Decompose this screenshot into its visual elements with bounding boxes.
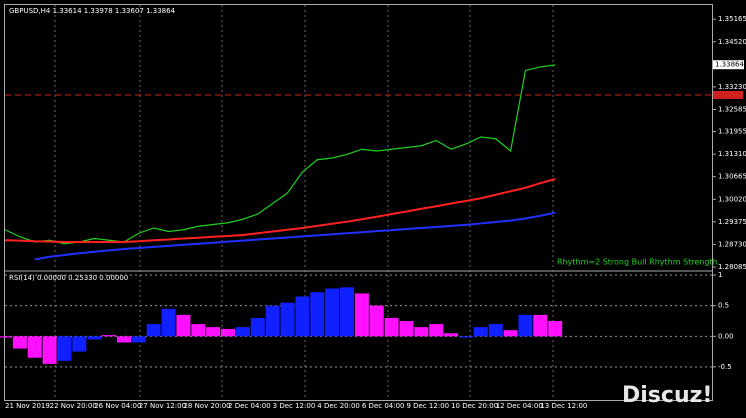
bar: [176, 314, 191, 337]
series-line: [4, 64, 556, 245]
bar: [354, 293, 369, 337]
bar: [0, 336, 12, 338]
bar: [235, 327, 250, 337]
bar: [444, 333, 459, 337]
y-tick-label: 1.28730: [718, 240, 746, 248]
bar: [518, 314, 533, 337]
indicator-title: RSI(14) 0.00000 0.25330 0.00000: [9, 274, 128, 282]
bar: [399, 321, 414, 337]
y-tick-label: 1.30020: [718, 195, 746, 203]
x-tick-label: 9 Dec 12:00: [406, 402, 449, 410]
bar: [131, 336, 146, 343]
bar: [473, 327, 488, 337]
current-price-tag: [713, 60, 744, 70]
x-tick-label: 6 Dec 04:00: [362, 402, 405, 410]
bar: [458, 336, 473, 338]
bar: [161, 308, 176, 337]
bar: [42, 336, 57, 364]
bar: [310, 292, 325, 337]
bar: [57, 336, 72, 361]
y-tick-label: -0.5: [718, 363, 732, 371]
bar: [102, 335, 117, 337]
x-tick-label: 2 Dec 04:00: [228, 402, 271, 410]
y-tick-label: 1.31955: [718, 128, 746, 136]
bar: [146, 324, 161, 337]
bar: [429, 324, 444, 337]
y-tick-label: 1.31310: [718, 150, 746, 158]
bar: [369, 305, 384, 337]
y-tick-label: 1.34520: [718, 38, 746, 46]
bar: [414, 327, 429, 337]
bar: [325, 288, 340, 337]
x-tick-label: 3 Dec 12:00: [273, 402, 316, 410]
x-tick-label: 22 Nov 20:00: [50, 402, 97, 410]
price-level-tag: [713, 90, 743, 99]
y-tick-label: 1.35165: [718, 15, 746, 23]
chart-title: GBPUSD,H4 1.33614 1.33978 1.33607 1.3386…: [9, 7, 176, 15]
y-tick-label: 1.29375: [718, 218, 746, 226]
bar: [533, 314, 548, 337]
x-tick-label: 4 Dec 20:00: [317, 402, 360, 410]
bar: [250, 317, 265, 337]
bar: [221, 328, 236, 337]
bar: [384, 317, 399, 337]
vertical-grid: [54, 5, 554, 400]
series-line: [34, 211, 556, 261]
bar: [206, 327, 221, 337]
bar: [548, 321, 563, 337]
y-tick-label: 1.30665: [718, 173, 746, 181]
bar: [265, 305, 280, 337]
bar: [27, 336, 42, 358]
y-tick-label: 1: [718, 271, 722, 279]
x-tick-label: 27 Nov 12:00: [139, 402, 186, 410]
frame: [4, 4, 713, 401]
bar: [191, 324, 206, 337]
y-tick-label: 0.5: [718, 302, 729, 310]
bar: [340, 287, 355, 337]
y-tick-label: 0.00: [718, 332, 734, 340]
bar: [87, 336, 102, 340]
x-tick-label: 10 Dec 20:00: [451, 402, 498, 410]
bar: [280, 302, 295, 337]
x-tick-label: 12 Dec 04:00: [496, 402, 543, 410]
x-tick-label: 28 Nov 20:00: [183, 402, 230, 410]
x-tick-label: 13 Dec 12:00: [540, 402, 587, 410]
x-tick-label: 26 Nov 04:00: [94, 402, 141, 410]
bar: [295, 296, 310, 337]
annotation: Rhythm=2 Strong Bull Rhythm Strength: [557, 258, 718, 267]
y-tick-label: 1.33230: [718, 83, 746, 91]
bar: [488, 324, 503, 337]
y-tick-label: 1.32585: [718, 105, 746, 113]
y-tick-label: 1.28085: [718, 263, 746, 271]
bar: [72, 336, 87, 352]
series-line: [4, 178, 556, 243]
bar: [503, 330, 518, 337]
x-tick-label: 21 Nov 2019: [5, 402, 50, 410]
bar: [116, 336, 131, 343]
current-price-label: 1.33864: [715, 61, 744, 69]
bar: [12, 336, 27, 349]
watermark: Discuz!: [622, 383, 712, 408]
